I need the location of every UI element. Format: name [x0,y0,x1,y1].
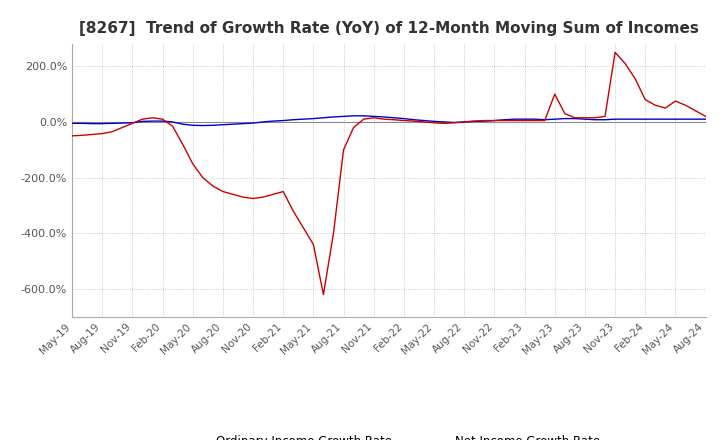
Title: [8267]  Trend of Growth Rate (YoY) of 12-Month Moving Sum of Incomes: [8267] Trend of Growth Rate (YoY) of 12-… [79,21,698,36]
Legend: Ordinary Income Growth Rate, Net Income Growth Rate: Ordinary Income Growth Rate, Net Income … [173,430,605,440]
